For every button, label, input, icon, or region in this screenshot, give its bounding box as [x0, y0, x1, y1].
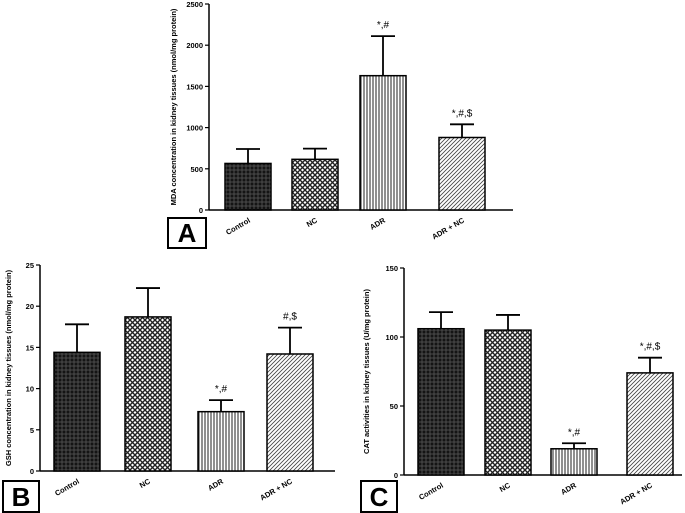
x-tick-label: Control: [224, 216, 252, 237]
panel-label-b: B: [2, 480, 40, 513]
significance-label: *,#: [568, 427, 581, 438]
x-tick-label: NC: [498, 480, 512, 494]
significance-label: #,$: [283, 312, 297, 323]
x-tick-label: Control: [53, 477, 81, 498]
panel-label-a: A: [167, 217, 207, 249]
x-tick-label: ADR + NC: [618, 480, 654, 506]
bar-adr-nc: [266, 353, 314, 472]
y-tick-label: 0: [199, 206, 203, 215]
bar-nc: [124, 316, 172, 472]
panel-label-c: C: [360, 480, 398, 513]
y-tick-label: 5: [30, 426, 34, 435]
chart-panel-a: 0 500 1000 1500 2000 2500 MDA concentration in…: [169, 0, 513, 241]
x-tick-label: ADR + NC: [258, 476, 294, 502]
x-tick-label: ADR: [559, 480, 578, 496]
y-tick-label: 10: [26, 385, 34, 394]
bar-control: [417, 327, 465, 476]
y-tick-label: 150: [385, 264, 398, 273]
bar-nc: [291, 158, 339, 211]
bar-nc: [484, 329, 532, 476]
y-axis-title: MDA concentration in kidney tissues (nmo…: [169, 8, 178, 205]
y-tick-label: 0: [394, 471, 398, 480]
y-tick-label: 100: [385, 333, 398, 342]
y-tick-label: 2000: [186, 41, 203, 50]
x-tick-label: NC: [138, 476, 152, 490]
bar-control: [224, 162, 272, 211]
x-tick-label: ADR: [206, 476, 225, 492]
y-axis-title: GSH concentration in kidney tissues (nmo…: [4, 269, 13, 466]
chart-panel-b: 0 5 10 15 20 25 GSH concentration in kidney ti…: [4, 261, 335, 502]
x-tick-label: NC: [305, 215, 319, 229]
y-tick-label: 500: [190, 165, 203, 174]
bar-adr: [359, 74, 407, 211]
bar-control: [53, 351, 101, 472]
significance-label: *,#,$: [640, 342, 661, 353]
significance-label: *,#: [215, 384, 228, 395]
chart-panel-c: 0 50 100 150 CAT activities in kidney tissue…: [362, 264, 682, 506]
bar-adr: [550, 448, 598, 476]
y-tick-label: 25: [26, 261, 34, 270]
y-tick-label: 0: [30, 467, 34, 476]
bar-adr-nc: [438, 136, 486, 211]
y-tick-label: 50: [390, 402, 398, 411]
y-tick-label: 20: [26, 302, 34, 311]
y-axis-title: CAT activities in kidney tissues (U/mg p…: [362, 289, 371, 454]
bar-adr-nc: [626, 372, 674, 476]
significance-label: *,#: [377, 20, 390, 31]
x-tick-label: Control: [417, 481, 445, 502]
y-tick-label: 1000: [186, 124, 203, 133]
y-tick-label: 1500: [186, 82, 203, 91]
y-tick-label: 15: [26, 343, 34, 352]
y-tick-label: 2500: [186, 0, 203, 9]
x-tick-label: ADR: [368, 215, 387, 231]
bar-adr: [197, 410, 245, 472]
x-tick-label: ADR + NC: [430, 215, 466, 241]
significance-label: *,#,$: [452, 108, 473, 119]
